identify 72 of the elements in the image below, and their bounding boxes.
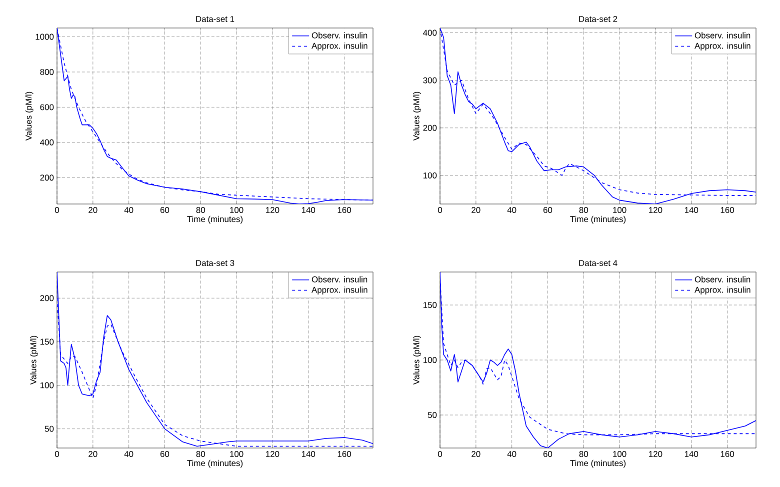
x-tick-label: 160 — [338, 207, 352, 214]
x-tick-label: 120 — [649, 451, 662, 458]
x-axis-title: Time (minutes) — [570, 460, 626, 468]
x-tick-label: 80 — [196, 451, 206, 458]
x-axis-title: Time (minutes) — [187, 216, 243, 224]
x-tick-label: 40 — [507, 207, 516, 214]
y-tick-label: 200 — [40, 295, 54, 302]
chart-title: Data-set 2 — [579, 16, 618, 22]
x-tick-label: 80 — [579, 451, 588, 458]
legend-label: Approx. insulin — [312, 42, 368, 50]
y-tick-label: 1000 — [36, 34, 54, 40]
x-tick-label: 100 — [230, 451, 244, 458]
y-axis-title: Values (pM/l) — [413, 336, 421, 385]
x-tick-label: 140 — [684, 451, 698, 458]
legend-label: Approx. insulin — [694, 42, 750, 50]
y-tick-label: 50 — [44, 426, 54, 432]
x-tick-label: 120 — [266, 451, 280, 458]
x-tick-label: 160 — [720, 451, 734, 458]
y-tick-label: 150 — [40, 338, 54, 345]
x-tick-label: 120 — [649, 207, 662, 214]
x-tick-label: 60 — [543, 451, 552, 458]
x-tick-label: 0 — [438, 207, 442, 214]
y-tick-label: 400 — [423, 30, 437, 36]
x-axis-title: Time (minutes) — [187, 460, 243, 468]
x-axis-title: Time (minutes) — [570, 216, 626, 224]
x-tick-label: 40 — [124, 207, 134, 214]
y-axis-title: Values (pM/l) — [25, 92, 34, 141]
x-tick-label: 120 — [266, 207, 280, 214]
x-tick-label: 140 — [302, 451, 316, 458]
legend-label: Approx. insulin — [694, 286, 750, 294]
x-tick-label: 160 — [720, 207, 734, 214]
y-tick-label: 200 — [40, 174, 54, 181]
x-tick-label: 0 — [54, 207, 60, 214]
y-tick-label: 50 — [428, 412, 437, 418]
y-axis-title: Values (pM/l) — [413, 92, 421, 141]
y-tick-label: 600 — [40, 104, 54, 110]
x-tick-label: 40 — [507, 451, 516, 458]
x-tick-label: 20 — [88, 207, 98, 214]
x-tick-label: 20 — [472, 451, 480, 458]
chart-title: Data-set 3 — [196, 260, 234, 266]
y-tick-label: 100 — [423, 172, 437, 178]
x-tick-label: 100 — [230, 207, 244, 214]
x-tick-label: 140 — [302, 207, 316, 214]
x-tick-label: 80 — [196, 207, 206, 214]
chart-title: Data-set 4 — [579, 260, 618, 266]
x-tick-label: 80 — [579, 207, 588, 214]
x-tick-label: 60 — [543, 207, 552, 214]
y-tick-label: 800 — [40, 69, 54, 75]
x-tick-label: 40 — [124, 451, 134, 458]
legend-label: Approx. insulin — [312, 286, 368, 294]
y-tick-label: 100 — [40, 382, 54, 388]
x-tick-label: 20 — [88, 451, 98, 458]
x-tick-label: 0 — [438, 451, 442, 458]
chart-title: Data-set 1 — [196, 16, 234, 22]
y-axis-title: Values (pM/l) — [30, 336, 38, 385]
x-tick-label: 60 — [160, 207, 170, 214]
y-tick-label: 150 — [423, 302, 437, 308]
y-tick-label: 100 — [423, 357, 437, 363]
y-tick-label: 300 — [423, 77, 437, 84]
y-tick-label: 400 — [40, 139, 54, 146]
x-tick-label: 100 — [613, 451, 626, 458]
y-tick-label: 200 — [423, 124, 437, 131]
legend-label: Observ. insulin — [694, 276, 750, 282]
x-tick-label: 100 — [613, 207, 626, 214]
x-tick-label: 20 — [472, 207, 480, 214]
x-tick-label: 160 — [338, 451, 352, 458]
x-tick-label: 140 — [684, 207, 698, 214]
legend-label: Observ. insulin — [312, 32, 368, 38]
legend-label: Observ. insulin — [312, 276, 368, 282]
legend-label: Observ. insulin — [694, 32, 750, 38]
x-tick-label: 60 — [160, 451, 170, 458]
x-tick-label: 0 — [54, 451, 60, 458]
